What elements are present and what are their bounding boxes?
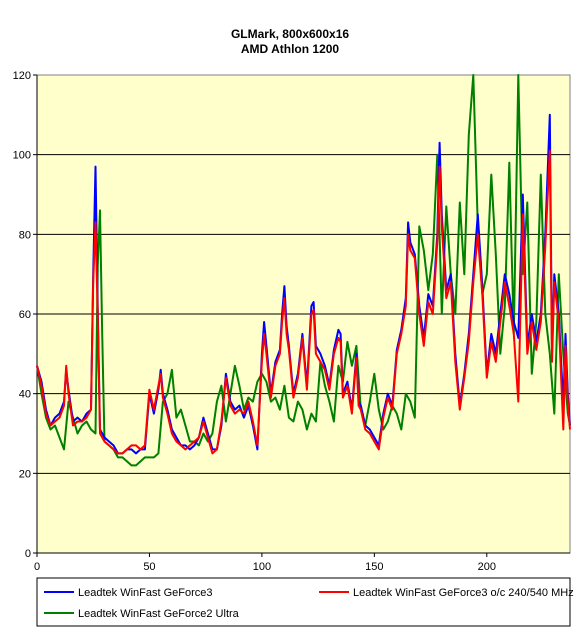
- chart-title-line1: GLMark, 800x600x16: [231, 27, 349, 41]
- series-lines: [36, 74, 571, 467]
- grid-lines: [37, 154, 570, 474]
- x-tick-label: 150: [365, 561, 383, 573]
- y-tick-label: 80: [19, 229, 31, 241]
- legend-label-2: Leadtek WinFast GeForce3 o/c 240/540 MHz: [353, 587, 574, 599]
- legend-label-3: Leadtek WinFast GeForce2 Ultra: [78, 608, 240, 620]
- y-tick-label: 40: [19, 389, 31, 401]
- y-tick-label: 20: [19, 468, 31, 480]
- series-line-2: [36, 149, 571, 455]
- x-tick-label: 200: [478, 561, 496, 573]
- y-tick-label: 100: [13, 150, 31, 162]
- chart-title-line2: AMD Athlon 1200: [241, 42, 340, 56]
- legend-label-1: Leadtek WinFast GeForce3: [78, 587, 213, 599]
- y-tick-label: 0: [25, 548, 31, 560]
- x-tick-label: 50: [143, 561, 155, 573]
- x-tick-label: 100: [253, 561, 271, 573]
- legend: Leadtek WinFast GeForce3 Leadtek WinFast …: [44, 587, 574, 620]
- x-tick-label: 0: [34, 561, 40, 573]
- y-tick-label: 60: [19, 309, 31, 321]
- y-tick-label: 120: [13, 70, 31, 82]
- legend-box: [36, 577, 571, 627]
- axes: 0 20 40 60 80 100 120 0 50 100 150 200: [13, 70, 570, 573]
